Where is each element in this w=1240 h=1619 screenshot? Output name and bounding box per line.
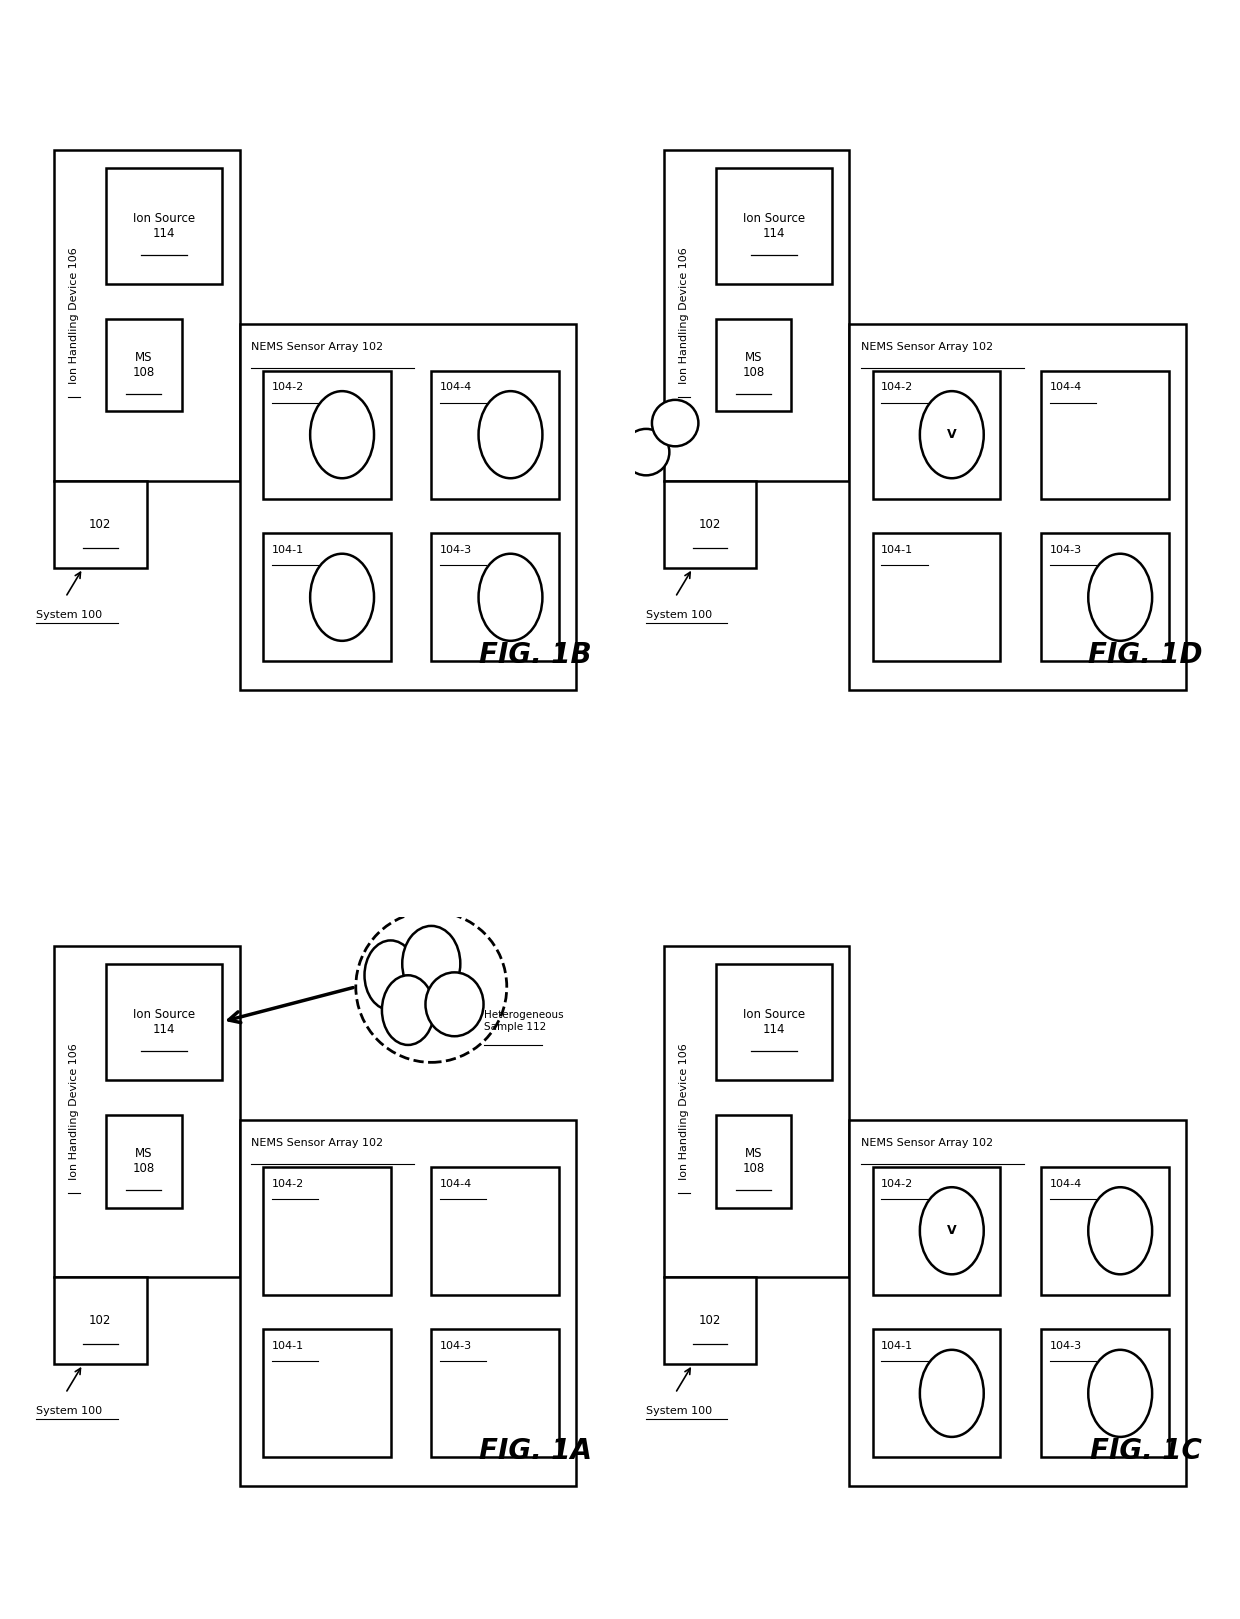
Text: FIG. 1D: FIG. 1D <box>1089 641 1203 669</box>
Text: Ion Handling Device 106: Ion Handling Device 106 <box>69 1043 79 1180</box>
Bar <box>1042 533 1169 661</box>
Text: NEMS Sensor Array 102: NEMS Sensor Array 102 <box>252 342 383 351</box>
Bar <box>873 371 1001 499</box>
Text: Ion Source
114: Ion Source 114 <box>133 212 195 240</box>
Bar <box>53 151 239 481</box>
Text: V: V <box>947 427 956 442</box>
Text: 104-2: 104-2 <box>272 382 304 392</box>
Bar <box>849 1120 1187 1486</box>
Text: 104-4: 104-4 <box>1050 382 1083 392</box>
Text: System 100: System 100 <box>36 610 103 620</box>
Ellipse shape <box>382 975 434 1044</box>
Bar <box>715 319 791 411</box>
Ellipse shape <box>365 941 417 1010</box>
Bar <box>107 168 222 283</box>
Text: 104-1: 104-1 <box>882 546 914 555</box>
Bar <box>715 963 832 1080</box>
Text: V: V <box>947 1224 956 1237</box>
Text: 104-3: 104-3 <box>440 1341 472 1352</box>
Text: System 100: System 100 <box>646 1405 712 1415</box>
Text: NEMS Sensor Array 102: NEMS Sensor Array 102 <box>861 1138 993 1148</box>
Text: 104-3: 104-3 <box>1050 546 1081 555</box>
Bar <box>239 324 577 690</box>
Bar <box>107 963 222 1080</box>
Text: Heterogeneous
Sample 112: Heterogeneous Sample 112 <box>484 1010 563 1031</box>
Ellipse shape <box>622 429 670 476</box>
Text: Ion Handling Device 106: Ion Handling Device 106 <box>678 248 689 384</box>
Text: 104-1: 104-1 <box>272 546 304 555</box>
Ellipse shape <box>402 926 460 1002</box>
Text: MS
108: MS 108 <box>133 1148 155 1175</box>
Text: 104-3: 104-3 <box>440 546 472 555</box>
Text: 104-3: 104-3 <box>1050 1341 1081 1352</box>
Text: Ion Source
114: Ion Source 114 <box>133 1007 195 1036</box>
Ellipse shape <box>310 554 374 641</box>
Text: FIG. 1A: FIG. 1A <box>480 1438 593 1465</box>
Text: Ion Handling Device 106: Ion Handling Device 106 <box>69 248 79 384</box>
Bar <box>873 533 1001 661</box>
Text: FIG. 1B: FIG. 1B <box>480 641 593 669</box>
Text: MS
108: MS 108 <box>743 351 765 379</box>
Bar <box>107 319 181 411</box>
Text: 102: 102 <box>699 518 722 531</box>
Text: Ion Source
114: Ion Source 114 <box>743 1007 805 1036</box>
Bar <box>663 1277 756 1365</box>
Text: 104-4: 104-4 <box>440 1179 472 1188</box>
Bar <box>432 1167 559 1295</box>
Text: 104-4: 104-4 <box>440 382 472 392</box>
Bar <box>432 533 559 661</box>
Bar <box>1042 1167 1169 1295</box>
Bar <box>263 533 391 661</box>
Bar <box>1042 371 1169 499</box>
Ellipse shape <box>479 392 542 478</box>
Text: 102: 102 <box>89 518 112 531</box>
Ellipse shape <box>1089 1187 1152 1274</box>
Text: MS
108: MS 108 <box>743 1148 765 1175</box>
Ellipse shape <box>652 400 698 447</box>
Bar <box>263 1167 391 1295</box>
Text: 104-2: 104-2 <box>882 1179 914 1188</box>
Bar <box>663 945 849 1277</box>
Ellipse shape <box>920 1350 983 1438</box>
Ellipse shape <box>920 1187 983 1274</box>
Ellipse shape <box>479 554 542 641</box>
Text: 104-4: 104-4 <box>1050 1179 1083 1188</box>
Bar <box>1042 1329 1169 1457</box>
Bar <box>263 371 391 499</box>
Ellipse shape <box>1089 554 1152 641</box>
Bar <box>873 1167 1001 1295</box>
Bar <box>715 1114 791 1208</box>
Text: Ion Handling Device 106: Ion Handling Device 106 <box>678 1043 689 1180</box>
Text: 104-1: 104-1 <box>882 1341 914 1352</box>
Bar <box>432 371 559 499</box>
Bar <box>107 1114 181 1208</box>
Text: FIG. 1C: FIG. 1C <box>1090 1438 1202 1465</box>
Text: System 100: System 100 <box>646 610 712 620</box>
Bar <box>53 1277 146 1365</box>
Text: Ion Source
114: Ion Source 114 <box>743 212 805 240</box>
Text: System 100: System 100 <box>36 1405 103 1415</box>
Bar <box>873 1329 1001 1457</box>
Text: NEMS Sensor Array 102: NEMS Sensor Array 102 <box>861 342 993 351</box>
Text: 104-2: 104-2 <box>272 1179 304 1188</box>
Bar <box>239 1120 577 1486</box>
Text: 102: 102 <box>89 1315 112 1328</box>
Ellipse shape <box>920 392 983 478</box>
Bar <box>663 481 756 568</box>
Bar <box>53 481 146 568</box>
Bar <box>849 324 1187 690</box>
Text: MS
108: MS 108 <box>133 351 155 379</box>
Bar <box>53 945 239 1277</box>
Text: NEMS Sensor Array 102: NEMS Sensor Array 102 <box>252 1138 383 1148</box>
Ellipse shape <box>1089 1350 1152 1438</box>
Bar <box>715 168 832 283</box>
Text: 104-2: 104-2 <box>882 382 914 392</box>
Text: 102: 102 <box>699 1315 722 1328</box>
Bar <box>263 1329 391 1457</box>
Bar <box>432 1329 559 1457</box>
Ellipse shape <box>310 392 374 478</box>
Ellipse shape <box>425 973 484 1036</box>
Text: 104-1: 104-1 <box>272 1341 304 1352</box>
Bar <box>663 151 849 481</box>
